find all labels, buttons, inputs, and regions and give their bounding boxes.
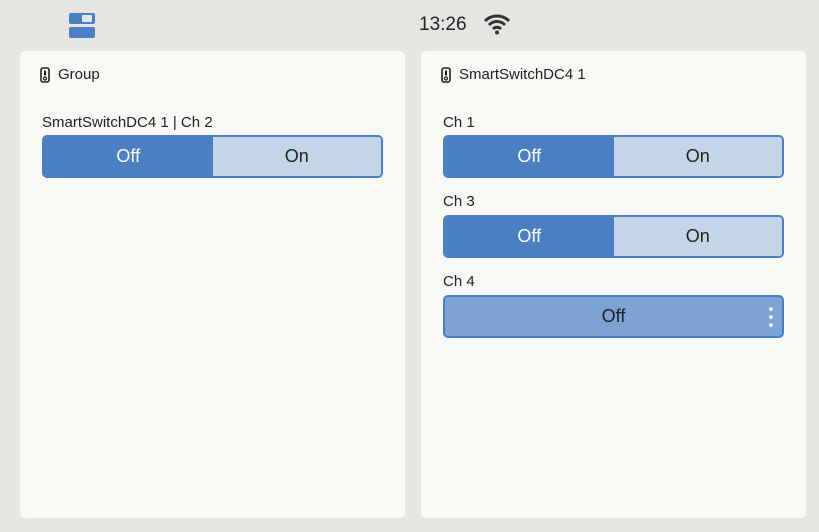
control-label: Ch 1	[443, 114, 475, 131]
status-bar: 13:26	[0, 0, 819, 50]
switch-device-icon	[40, 66, 50, 83]
device-card: SmartSwitchDC4 1 Ch 1 Off On Ch 3 Off On C…	[421, 51, 806, 518]
control-label: SmartSwitchDC4 1 | Ch 2	[42, 114, 213, 131]
ch2-toggle: Off On	[42, 135, 383, 178]
on-option[interactable]: On	[613, 217, 782, 256]
ch3-toggle: Off On	[443, 215, 784, 258]
ch1-toggle: Off On	[443, 135, 784, 178]
control-label: Ch 3	[443, 193, 475, 210]
group-card: Group SmartSwitchDC4 1 | Ch 2 Off On	[20, 51, 405, 518]
card-title: Group	[58, 66, 100, 83]
on-option[interactable]: On	[613, 137, 782, 176]
wifi-icon	[484, 14, 510, 35]
off-option[interactable]: Off	[445, 217, 614, 256]
switch-device-icon	[441, 66, 451, 83]
on-option[interactable]: On	[212, 137, 381, 176]
app-logo-icon[interactable]	[69, 13, 95, 38]
control-label: Ch 4	[443, 273, 475, 290]
ch4-value: Off	[601, 306, 626, 326]
card-title: SmartSwitchDC4 1	[459, 66, 586, 83]
off-option[interactable]: Off	[445, 137, 614, 176]
ch4-button[interactable]: Off	[443, 295, 784, 338]
off-option[interactable]: Off	[44, 137, 213, 176]
more-options-icon[interactable]	[769, 307, 773, 327]
clock: 13:26	[419, 14, 467, 35]
